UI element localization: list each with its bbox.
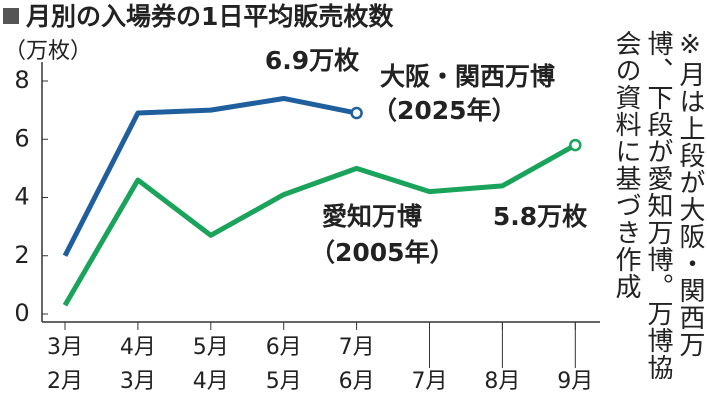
- x-tick-label: 3月: [120, 369, 156, 394]
- y-axis-label: （万枚）: [4, 39, 92, 64]
- x-tick-label: 2月: [47, 369, 83, 394]
- end-label: 6.9万枚: [265, 46, 359, 75]
- note: ※月は上段が大阪・関西万博、下段が愛知万博。万博協会の資料に基づき作成: [611, 30, 705, 381]
- series-name: 愛知万博: [322, 202, 422, 231]
- x-tick-label: 6月: [266, 335, 302, 360]
- x-tick-label: 7月: [412, 369, 448, 394]
- x-tick-label: 9月: [557, 369, 593, 394]
- end-marker: [569, 138, 582, 152]
- x-tick-label: 5月: [266, 369, 302, 394]
- x-tick-label: 8月: [484, 369, 520, 394]
- series-sub: （2025年）: [372, 96, 517, 125]
- x-tick-label: 3月: [47, 335, 83, 360]
- end-label: 5.8万枚: [493, 202, 587, 231]
- series-line: [62, 142, 577, 307]
- x-tick-label: 4月: [193, 369, 229, 394]
- x-tick-label: 6月: [339, 369, 375, 394]
- y-tick-label: 8: [14, 66, 29, 94]
- series-sub: （2005年）: [310, 238, 455, 267]
- title-icon: [3, 8, 19, 24]
- y-tick-label: 4: [14, 183, 29, 211]
- y-tick-label: 2: [14, 241, 29, 269]
- chart-title: 月別の入場券の1日平均販売枚数: [25, 2, 394, 31]
- x-tick-label: 4月: [120, 335, 156, 360]
- end-marker: [350, 106, 363, 120]
- x-tick-label: 5月: [193, 335, 229, 360]
- x-tick-label: 7月: [339, 335, 375, 360]
- y-tick-label: 0: [14, 299, 29, 327]
- y-tick-label: 6: [14, 124, 29, 152]
- series-name: 大阪・関西万博: [380, 62, 555, 91]
- series-line: [62, 95, 358, 257]
